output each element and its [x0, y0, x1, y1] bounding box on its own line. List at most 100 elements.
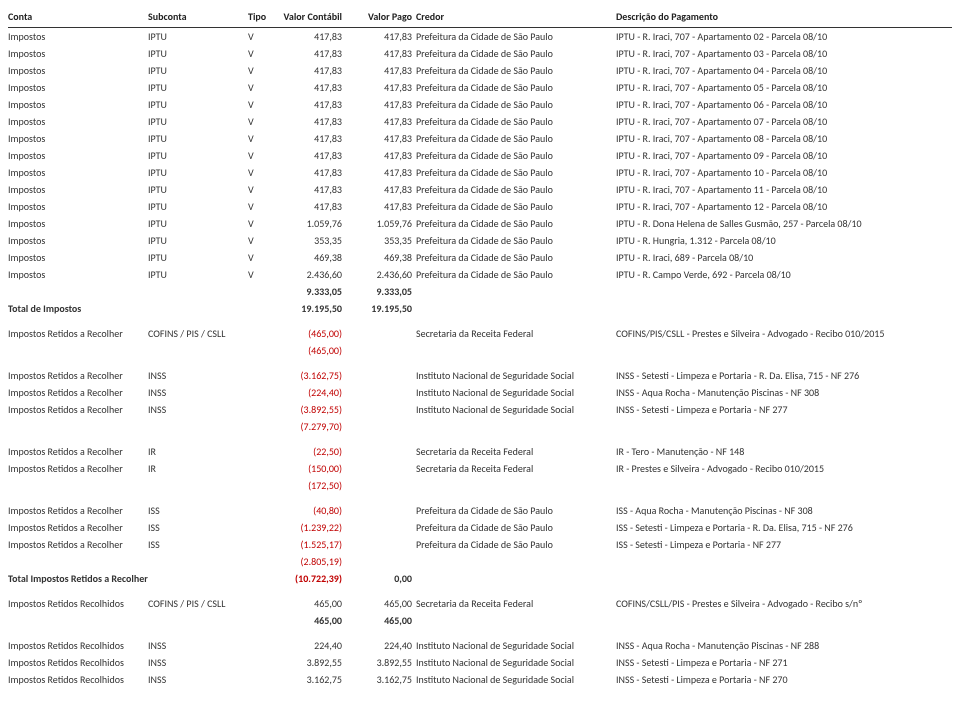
cell-empty — [248, 300, 276, 317]
table-row: ImpostosIPTUV417,83417,83Prefeitura da C… — [8, 147, 952, 164]
cell-conta: Impostos Retidos a Recolher — [8, 359, 148, 384]
table-row: ImpostosIPTUV417,83417,83Prefeitura da C… — [8, 45, 952, 62]
cell-descricao: INSS - Setesti - Limpeza e Portaria - R.… — [616, 359, 952, 384]
cell-descricao: IPTU - R. Iraci, 689 - Parcela 08/10 — [616, 249, 952, 266]
cell-tipo: V — [248, 45, 276, 62]
table-row: ImpostosIPTUV417,83417,83Prefeitura da C… — [8, 181, 952, 198]
cell-tipo: V — [248, 164, 276, 181]
cell-valor-pago: 3.162,75 — [346, 671, 416, 688]
cell-credor: Secretaria da Receita Federal — [416, 587, 616, 612]
cell-descricao: IPTU - R. Campo Verde, 692 - Parcela 08/… — [616, 266, 952, 283]
subtotal-row: 465,00465,00 — [8, 612, 952, 629]
cell-descricao: IPTU - R. Iraci, 707 - Apartamento 08 - … — [616, 130, 952, 147]
cell-descricao: INSS - Setesti - Limpeza e Portaria - NF… — [616, 671, 952, 688]
cell-tipo: V — [248, 79, 276, 96]
cell-valor-pago — [346, 317, 416, 342]
table-row: Impostos Retidos a RecolherISS(1.525,17)… — [8, 536, 952, 553]
cell-subconta: IPTU — [148, 249, 248, 266]
cell-valor-contabil: 417,83 — [276, 79, 346, 96]
cell-credor: Prefeitura da Cidade de São Paulo — [416, 536, 616, 553]
cell-empty — [416, 477, 616, 494]
cell-valor-contabil: 224,40 — [276, 629, 346, 654]
cell-descricao: IPTU - R. Dona Helena de Salles Gusmão, … — [616, 215, 952, 232]
cell-descricao: INSS - Aqua Rocha - Manutenção Piscinas … — [616, 629, 952, 654]
cell-empty — [416, 418, 616, 435]
cell-valor-pago: 1.059,76 — [346, 215, 416, 232]
cell-valor-pago: 2.436,60 — [346, 266, 416, 283]
cell-valor-contabil: 465,00 — [276, 612, 346, 629]
cell-credor: Prefeitura da Cidade de São Paulo — [416, 96, 616, 113]
subtotal-row: 9.333,059.333,05 — [8, 283, 952, 300]
cell-valor-contabil: (22,50) — [276, 435, 346, 460]
cell-valor-pago: 469,38 — [346, 249, 416, 266]
table-row: ImpostosIPTUV417,83417,83Prefeitura da C… — [8, 113, 952, 130]
cell-empty — [416, 553, 616, 570]
cell-tipo — [248, 317, 276, 342]
cell-valor-contabil: (1.239,22) — [276, 519, 346, 536]
cell-conta: Impostos Retidos a Recolher — [8, 384, 148, 401]
cell-subconta: IPTU — [148, 164, 248, 181]
cell-empty — [148, 612, 248, 629]
cell-valor-contabil: 19.195,50 — [276, 300, 346, 317]
cell-empty — [148, 570, 248, 587]
cell-valor-pago — [346, 384, 416, 401]
cell-empty — [248, 612, 276, 629]
cell-credor: Prefeitura da Cidade de São Paulo — [416, 215, 616, 232]
cell-conta: Impostos — [8, 113, 148, 130]
cell-valor-pago: 417,83 — [346, 147, 416, 164]
cell-credor: Prefeitura da Cidade de São Paulo — [416, 249, 616, 266]
cell-conta: Impostos — [8, 215, 148, 232]
cell-empty — [416, 570, 616, 587]
cell-descricao: COFINS/PIS/CSLL - Prestes e Silveira - A… — [616, 317, 952, 342]
cell-empty — [616, 570, 952, 587]
cell-credor: Instituto Nacional de Seguridade Social — [416, 359, 616, 384]
cell-valor-pago — [346, 359, 416, 384]
table-row: Impostos Retidos a RecolherIR(150,00)Sec… — [8, 460, 952, 477]
cell-conta — [8, 477, 148, 494]
cell-credor: Prefeitura da Cidade de São Paulo — [416, 28, 616, 46]
cell-empty — [148, 283, 248, 300]
cell-valor-pago: 417,83 — [346, 28, 416, 46]
cell-valor-contabil: 465,00 — [276, 587, 346, 612]
cell-credor: Prefeitura da Cidade de São Paulo — [416, 164, 616, 181]
cell-conta: Impostos — [8, 45, 148, 62]
cell-credor: Prefeitura da Cidade de São Paulo — [416, 113, 616, 130]
cell-conta: Impostos — [8, 130, 148, 147]
cell-subconta: INSS — [148, 654, 248, 671]
cell-conta: Impostos — [8, 249, 148, 266]
cell-empty — [616, 283, 952, 300]
cell-tipo: V — [248, 266, 276, 283]
table-row: ImpostosIPTUV417,83417,83Prefeitura da C… — [8, 96, 952, 113]
cell-subconta: IPTU — [148, 45, 248, 62]
cell-valor-contabil: (10.722,39) — [276, 570, 346, 587]
cell-credor: Prefeitura da Cidade de São Paulo — [416, 494, 616, 519]
cell-subconta: IPTU — [148, 232, 248, 249]
cell-tipo — [248, 494, 276, 519]
cell-tipo — [248, 359, 276, 384]
subtotal-row: (7.279,70) — [8, 418, 952, 435]
cell-empty — [248, 477, 276, 494]
cell-valor-pago — [346, 342, 416, 359]
subtotal-row: (172,50) — [8, 477, 952, 494]
cell-valor-contabil: 417,83 — [276, 181, 346, 198]
cell-credor: Instituto Nacional de Seguridade Social — [416, 654, 616, 671]
cell-valor-contabil: 3.162,75 — [276, 671, 346, 688]
table-row: Impostos Retidos a RecolherISS(1.239,22)… — [8, 519, 952, 536]
cell-subconta: COFINS / PIS / CSLL — [148, 587, 248, 612]
cell-valor-pago — [346, 435, 416, 460]
cell-descricao: IPTU - R. Iraci, 707 - Apartamento 04 - … — [616, 62, 952, 79]
cell-conta — [8, 553, 148, 570]
table-row: Impostos Retidos RecolhidosINSS224,40224… — [8, 629, 952, 654]
cell-descricao: IPTU - R. Iraci, 707 - Apartamento 05 - … — [616, 79, 952, 96]
cell-valor-contabil: 417,83 — [276, 130, 346, 147]
cell-conta — [8, 342, 148, 359]
cell-tipo: V — [248, 181, 276, 198]
table-row: ImpostosIPTUV417,83417,83Prefeitura da C… — [8, 62, 952, 79]
cell-conta: Impostos — [8, 181, 148, 198]
cell-tipo: V — [248, 62, 276, 79]
cell-valor-contabil: (1.525,17) — [276, 536, 346, 553]
cell-tipo: V — [248, 28, 276, 46]
cell-subconta: IPTU — [148, 266, 248, 283]
cell-tipo: V — [248, 249, 276, 266]
cell-valor-pago — [346, 519, 416, 536]
